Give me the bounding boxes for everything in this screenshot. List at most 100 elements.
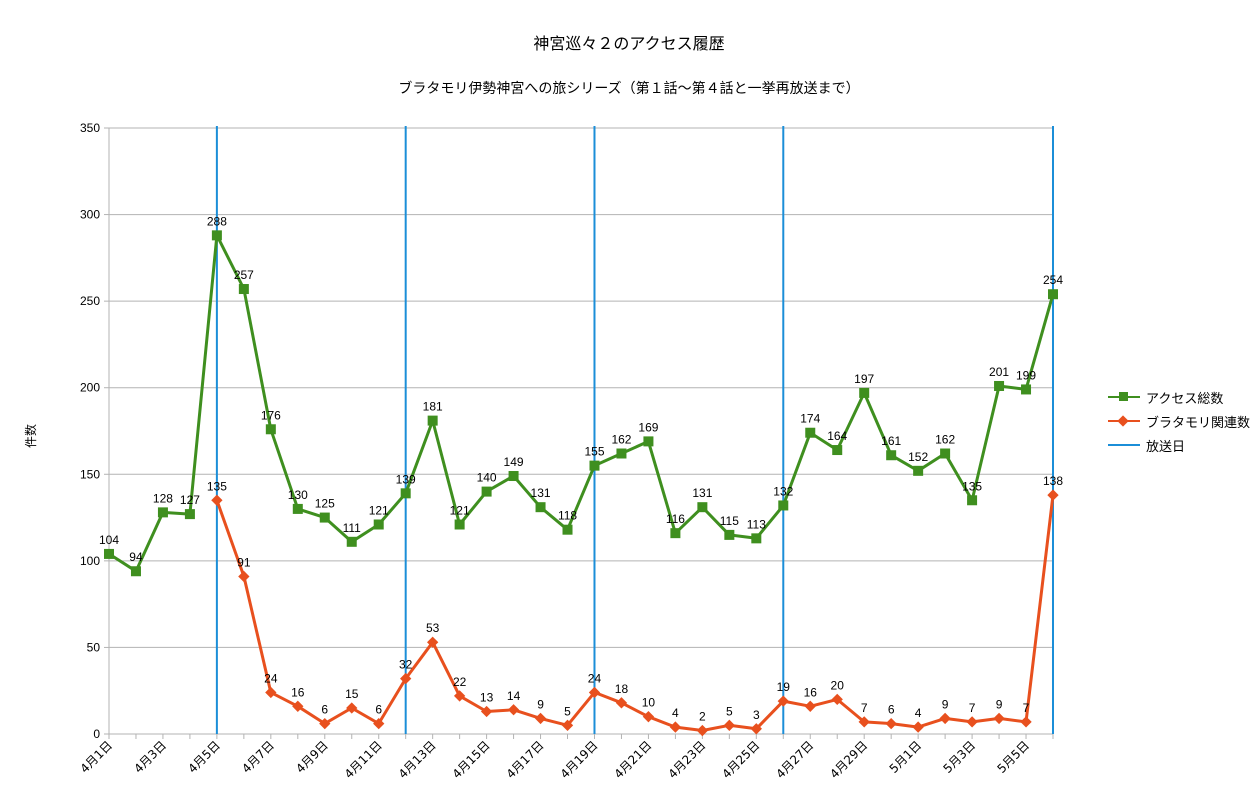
data-point bbox=[1047, 489, 1059, 501]
x-tick-label: 5月5日 bbox=[994, 738, 1032, 776]
data-label: 121 bbox=[369, 503, 389, 517]
x-tick-label: 4月3日 bbox=[131, 738, 169, 776]
data-label: 257 bbox=[234, 268, 254, 282]
data-label: 162 bbox=[611, 433, 631, 447]
data-label: 6 bbox=[375, 703, 382, 717]
legend-swatch-broadcast bbox=[1108, 438, 1140, 452]
data-label: 111 bbox=[343, 521, 362, 535]
series-line-total bbox=[108, 233, 1055, 573]
data-point bbox=[696, 724, 709, 737]
x-tick-label: 4月9日 bbox=[293, 738, 331, 776]
data-label: 104 bbox=[99, 533, 119, 547]
data-point bbox=[211, 494, 223, 506]
data-point bbox=[1020, 716, 1032, 728]
data-label: 6 bbox=[321, 703, 328, 717]
data-point bbox=[750, 723, 762, 735]
data-point bbox=[1021, 384, 1032, 395]
data-point bbox=[966, 716, 978, 728]
y-tick-label: 350 bbox=[80, 121, 100, 135]
data-point bbox=[157, 507, 168, 518]
x-tick-label: 5月3日 bbox=[941, 738, 979, 776]
data-label: 152 bbox=[908, 450, 928, 464]
x-tick-label: 4月7日 bbox=[239, 738, 277, 776]
data-label: 32 bbox=[399, 658, 413, 672]
data-label: 138 bbox=[1043, 474, 1063, 488]
data-label: 140 bbox=[477, 471, 497, 485]
data-point bbox=[724, 529, 735, 540]
data-point bbox=[697, 502, 708, 513]
data-label: 6 bbox=[888, 703, 895, 717]
data-point bbox=[1048, 289, 1058, 300]
data-point bbox=[130, 566, 141, 577]
data-label: 53 bbox=[426, 621, 440, 635]
legend-label-broadcast: 放送日 bbox=[1146, 439, 1186, 455]
data-label: 162 bbox=[935, 433, 955, 447]
data-point bbox=[480, 705, 493, 718]
y-tick-label: 150 bbox=[80, 467, 100, 481]
chart-title: 神宮巡々２のアクセス履歴 bbox=[533, 34, 725, 53]
data-point bbox=[805, 427, 816, 438]
data-label: 121 bbox=[450, 503, 470, 517]
data-label: 149 bbox=[504, 455, 524, 469]
data-point bbox=[859, 387, 870, 398]
data-label: 174 bbox=[800, 412, 820, 426]
legend-item-total: アクセス総数 bbox=[1108, 385, 1250, 409]
y-tick-label: 300 bbox=[80, 208, 100, 222]
data-point bbox=[427, 415, 438, 426]
x-tick-label: 4月1日 bbox=[77, 738, 115, 776]
data-label: 18 bbox=[615, 682, 629, 696]
data-point bbox=[616, 448, 627, 459]
legend-item-buratamori: ブラタモリ関連数 bbox=[1108, 409, 1250, 433]
data-point bbox=[858, 716, 870, 728]
x-tick-label: 5月1日 bbox=[887, 738, 925, 776]
data-point bbox=[777, 695, 789, 707]
data-label: 132 bbox=[773, 484, 793, 498]
data-label: 135 bbox=[207, 479, 227, 493]
data-point bbox=[292, 503, 303, 514]
data-point bbox=[508, 471, 519, 482]
data-point bbox=[831, 693, 843, 706]
data-point bbox=[292, 700, 304, 712]
legend-swatch-buratamori bbox=[1108, 414, 1140, 428]
data-label: 197 bbox=[854, 372, 874, 386]
data-label: 19 bbox=[777, 680, 791, 694]
data-label: 9 bbox=[996, 697, 1003, 711]
data-label: 4 bbox=[915, 706, 922, 720]
legend-label-buratamori: ブラタモリ関連数 bbox=[1146, 415, 1251, 431]
data-point bbox=[751, 533, 762, 544]
data-point bbox=[427, 636, 439, 648]
data-point bbox=[832, 445, 843, 456]
data-label: 155 bbox=[584, 445, 604, 459]
data-point bbox=[535, 502, 546, 513]
data-point bbox=[886, 450, 897, 461]
data-label: 5 bbox=[564, 704, 571, 718]
x-tick-label: 4月11日 bbox=[342, 738, 385, 781]
data-label: 5 bbox=[726, 704, 733, 718]
data-point bbox=[454, 519, 465, 530]
data-label: 115 bbox=[720, 514, 739, 528]
data-label: 127 bbox=[180, 493, 200, 507]
data-label: 161 bbox=[881, 434, 901, 448]
data-point bbox=[778, 500, 789, 511]
legend-label-total: アクセス総数 bbox=[1146, 391, 1224, 407]
data-point bbox=[913, 465, 924, 476]
data-point bbox=[507, 704, 520, 716]
legend-swatch-total bbox=[1108, 390, 1140, 404]
data-label: 22 bbox=[453, 675, 467, 689]
y-tick-label: 50 bbox=[87, 640, 101, 654]
x-tick-label: 4月25日 bbox=[719, 738, 762, 781]
data-point bbox=[885, 717, 897, 730]
data-label: 113 bbox=[747, 517, 766, 531]
data-label: 116 bbox=[666, 512, 685, 526]
data-label: 9 bbox=[942, 697, 949, 711]
data-label: 3 bbox=[753, 708, 760, 722]
x-tick-label: 4月15日 bbox=[450, 738, 493, 781]
data-point bbox=[940, 448, 951, 459]
data-label: 15 bbox=[345, 687, 359, 701]
data-label: 7 bbox=[969, 701, 976, 715]
data-point bbox=[238, 284, 249, 295]
data-point bbox=[400, 672, 412, 685]
data-point bbox=[319, 717, 331, 730]
data-label: 201 bbox=[989, 365, 1009, 379]
